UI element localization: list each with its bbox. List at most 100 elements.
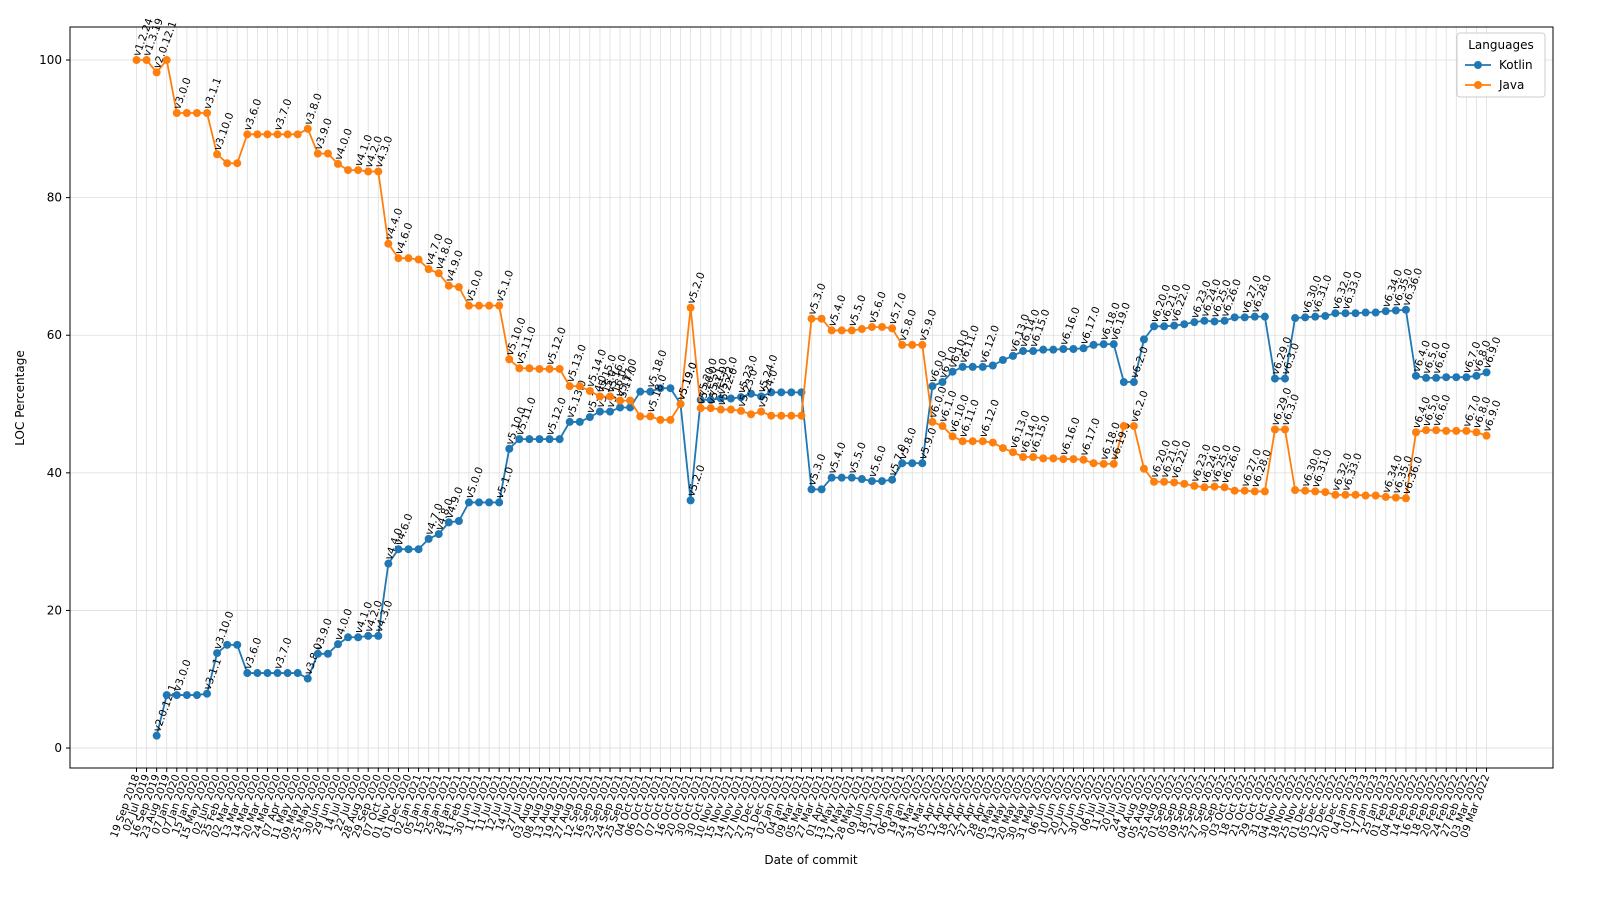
data-point [1019, 347, 1028, 356]
data-point [1371, 308, 1380, 317]
data-point [1119, 378, 1128, 387]
data-point [414, 545, 423, 554]
data-point [797, 411, 806, 420]
data-point [595, 407, 604, 416]
data-point [626, 403, 635, 412]
data-point [192, 109, 201, 118]
data-point [283, 130, 292, 139]
data-point [686, 303, 695, 312]
data-point [646, 412, 655, 421]
data-point [1452, 373, 1461, 382]
data-point [192, 691, 201, 700]
data-point [1170, 478, 1179, 487]
data-point [1311, 312, 1320, 321]
data-point [918, 340, 927, 349]
data-point [767, 388, 776, 397]
data-point [1129, 422, 1138, 431]
data-point [988, 361, 997, 370]
data-point [1311, 487, 1320, 496]
data-point [1230, 486, 1239, 495]
data-point [1442, 426, 1451, 435]
data-point [253, 669, 262, 678]
data-point [1029, 347, 1038, 356]
data-point [706, 404, 715, 413]
data-point [1049, 454, 1058, 463]
x-axis-label: Date of commit [764, 853, 858, 867]
data-point [293, 669, 302, 678]
data-point [646, 387, 655, 396]
data-point [1180, 320, 1189, 329]
data-point [223, 159, 232, 168]
data-point [626, 396, 635, 405]
data-point [1250, 487, 1259, 496]
data-point [1291, 486, 1300, 495]
data-point [757, 392, 766, 401]
data-point [263, 130, 272, 139]
data-point [696, 404, 705, 413]
data-point [142, 56, 151, 65]
data-point [656, 384, 665, 393]
data-point [354, 633, 363, 642]
data-point [1109, 340, 1118, 349]
data-point [857, 475, 866, 484]
data-point [1281, 374, 1290, 383]
data-point [1160, 322, 1169, 331]
data-point [1331, 490, 1340, 499]
data-point [1442, 373, 1451, 382]
data-point [585, 386, 594, 395]
data-point [666, 415, 675, 424]
data-point [898, 340, 907, 349]
data-point [777, 388, 786, 397]
data-point [575, 417, 584, 426]
data-point [364, 631, 373, 640]
data-point [1008, 351, 1017, 360]
data-point [686, 496, 695, 505]
data-point [726, 405, 735, 414]
data-point [475, 498, 484, 507]
data-point [1422, 373, 1431, 382]
data-point [978, 362, 987, 371]
data-point [454, 517, 463, 525]
data-point [344, 166, 353, 175]
data-point [736, 406, 745, 415]
data-point [867, 477, 876, 486]
data-point [928, 382, 937, 391]
data-point [172, 691, 181, 700]
data-point [434, 530, 443, 539]
data-point [152, 731, 161, 740]
data-point [827, 326, 836, 335]
data-point [807, 485, 816, 494]
data-point [515, 364, 524, 373]
data-point [313, 149, 322, 158]
data-point [132, 56, 141, 65]
data-point [1240, 486, 1249, 495]
data-point [716, 405, 725, 414]
data-point [1361, 491, 1370, 500]
legend-title: Languages [1468, 38, 1533, 52]
data-point [495, 301, 504, 310]
data-point [938, 378, 947, 387]
data-point [1008, 448, 1017, 457]
data-point [857, 325, 866, 334]
data-point [394, 254, 403, 263]
data-point [1351, 309, 1360, 318]
data-point [535, 364, 544, 373]
data-point [203, 109, 212, 118]
data-point [1281, 425, 1290, 434]
data-point [515, 435, 524, 444]
data-point [1210, 482, 1219, 491]
data-point [162, 691, 171, 700]
data-point [1462, 373, 1471, 382]
data-point [867, 322, 876, 331]
data-point [344, 633, 353, 642]
data-point [555, 435, 564, 444]
data-point [1160, 477, 1169, 486]
data-point [827, 473, 836, 482]
data-point [1039, 345, 1048, 354]
data-point [1089, 459, 1098, 468]
data-point [525, 364, 534, 373]
data-point [1301, 486, 1310, 495]
data-point [495, 498, 504, 507]
data-point [1452, 426, 1461, 435]
data-point [424, 265, 433, 274]
